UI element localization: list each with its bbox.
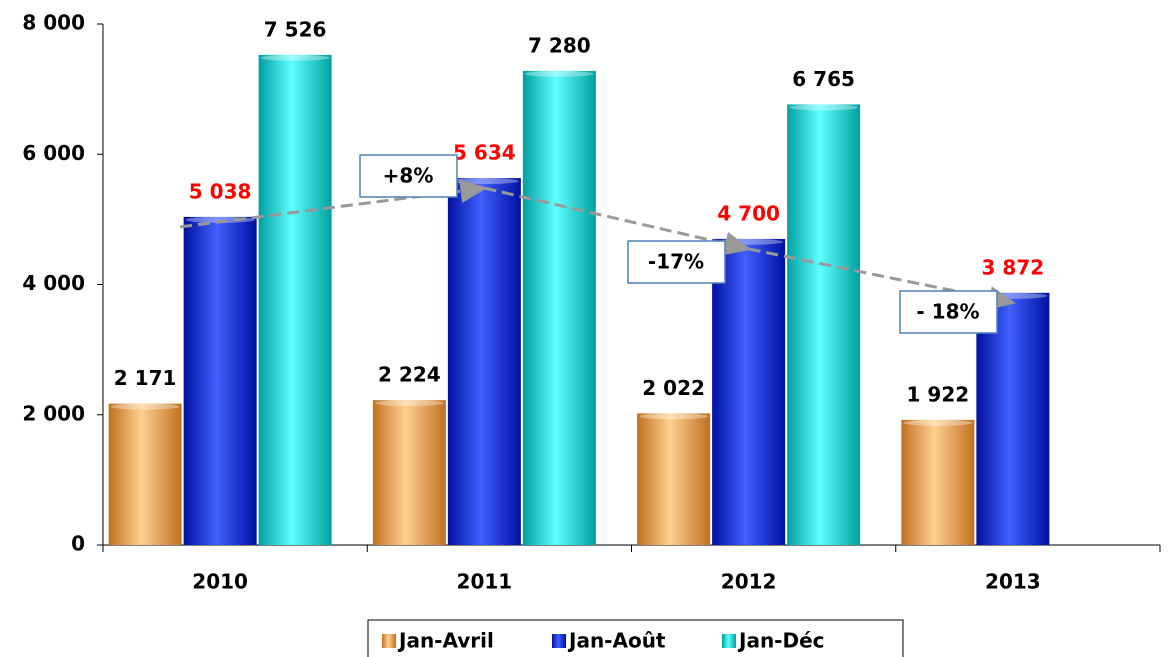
legend-label: Jan-Avril <box>397 629 494 653</box>
y-tick-label: 2 000 <box>22 401 85 425</box>
data-label: 7 280 <box>528 33 591 57</box>
y-tick-label: 0 <box>71 532 85 556</box>
bar <box>183 216 257 545</box>
x-tick-label: 2012 <box>721 570 777 594</box>
bar <box>108 403 182 545</box>
data-label: 3 872 <box>982 255 1045 279</box>
bar-top <box>903 419 973 426</box>
data-label: 1 922 <box>907 382 970 406</box>
bar <box>976 292 1050 545</box>
x-tick-label: 2013 <box>985 570 1041 594</box>
bar-top <box>789 104 859 111</box>
bar-top <box>524 70 594 77</box>
legend-swatch <box>552 634 566 648</box>
legend-label: Jan-Déc <box>737 629 825 653</box>
bar-top <box>449 178 519 185</box>
y-tick-label: 6 000 <box>22 141 85 165</box>
data-label: 2 224 <box>378 363 441 387</box>
data-label: 7 526 <box>264 17 327 41</box>
annotation-box <box>359 154 458 198</box>
data-label: 6 765 <box>792 67 855 91</box>
bar <box>258 54 332 545</box>
bar <box>637 413 711 545</box>
bar <box>787 104 861 545</box>
bar-top <box>374 400 444 407</box>
y-tick-label: 8 000 <box>22 11 85 35</box>
annotation: - 18% <box>916 300 979 324</box>
annotation: -17% <box>648 250 704 274</box>
bar-top <box>110 403 180 410</box>
data-label: 5 634 <box>453 141 516 165</box>
data-label: 5 038 <box>189 179 252 203</box>
bar-top <box>639 413 709 420</box>
legend-label: Jan-Août <box>567 629 666 653</box>
x-tick-label: 2011 <box>457 570 513 594</box>
bar <box>372 400 446 545</box>
bar <box>447 178 521 545</box>
data-label: 2 022 <box>642 376 705 400</box>
x-tick-label: 2010 <box>192 570 248 594</box>
annotation-box <box>627 240 726 284</box>
bar-top <box>260 54 330 61</box>
legend-swatch <box>722 634 736 648</box>
legend-swatch <box>382 634 396 648</box>
data-label: 4 700 <box>717 201 780 225</box>
annotation: +8% <box>383 164 434 188</box>
data-label: 2 171 <box>114 366 177 390</box>
bar <box>712 238 786 545</box>
legend-box <box>367 619 904 657</box>
bar <box>901 419 975 545</box>
trend-arrow <box>484 186 752 256</box>
annotation-box <box>899 290 998 334</box>
bar <box>522 70 596 545</box>
y-tick-label: 4 000 <box>22 271 85 295</box>
